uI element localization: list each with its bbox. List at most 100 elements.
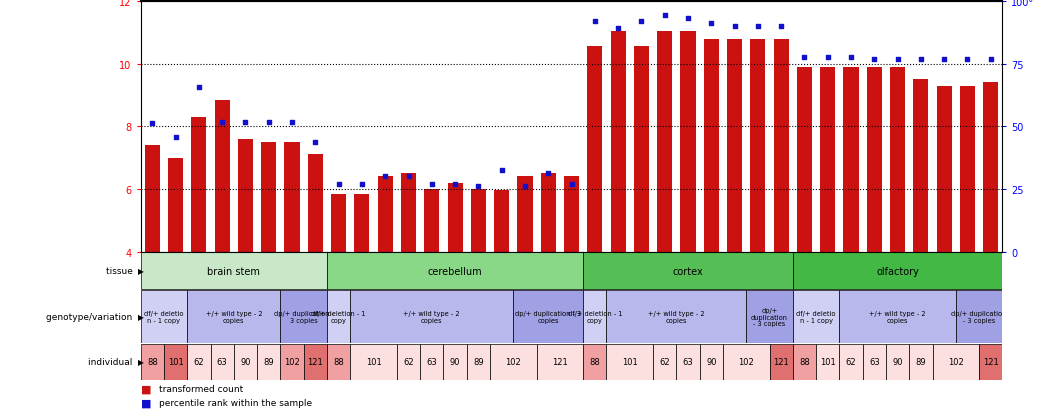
Bar [867,68,882,252]
FancyBboxPatch shape [584,290,606,343]
Text: +/+ wild type - 2
copies: +/+ wild type - 2 copies [403,311,461,323]
FancyBboxPatch shape [420,344,444,380]
Text: 89: 89 [473,357,483,366]
Point [796,55,813,62]
Point [307,139,324,146]
Point [703,21,720,27]
Point [493,167,510,174]
Point [610,25,626,32]
FancyBboxPatch shape [257,344,280,380]
Bar [960,86,975,252]
Bar [192,118,206,252]
FancyBboxPatch shape [397,344,420,380]
Point [283,119,300,126]
FancyBboxPatch shape [746,290,793,343]
Text: 101: 101 [820,357,836,366]
Text: 62: 62 [194,357,204,366]
Text: 88: 88 [333,357,344,366]
FancyBboxPatch shape [793,252,1002,290]
Point [959,57,975,63]
Bar [447,183,463,252]
Text: ▶: ▶ [138,357,144,366]
Bar [611,32,625,252]
Text: dp/+ duplication - 3
copies: dp/+ duplication - 3 copies [515,311,581,323]
Bar [588,47,602,252]
Text: 101: 101 [366,357,381,366]
FancyBboxPatch shape [444,344,467,380]
Text: 63: 63 [869,357,879,366]
Point [843,55,860,62]
Text: dp/+
duplication
- 3 copies: dp/+ duplication - 3 copies [751,307,788,326]
FancyBboxPatch shape [793,290,840,343]
FancyBboxPatch shape [141,290,188,343]
Point [377,173,394,180]
FancyBboxPatch shape [490,344,537,380]
Text: 62: 62 [846,357,857,366]
Bar [471,190,486,252]
Bar [307,155,323,252]
FancyBboxPatch shape [327,290,350,343]
Text: +/+ wild type - 2
copies: +/+ wild type - 2 copies [869,311,926,323]
FancyBboxPatch shape [699,344,723,380]
Bar [658,32,672,252]
Text: +/+ wild type - 2
copies: +/+ wild type - 2 copies [205,311,263,323]
Bar [843,68,859,252]
FancyBboxPatch shape [327,252,584,290]
Point [936,57,952,63]
FancyBboxPatch shape [956,290,1002,343]
FancyBboxPatch shape [350,290,514,343]
Text: brain stem: brain stem [207,266,260,276]
Bar [494,191,510,252]
Point [517,183,534,190]
FancyBboxPatch shape [584,344,606,380]
FancyBboxPatch shape [233,344,257,380]
Bar [518,177,532,252]
FancyBboxPatch shape [327,344,350,380]
Bar [541,174,555,252]
Text: 101: 101 [622,357,638,366]
Text: 89: 89 [916,357,926,366]
Point [540,171,556,177]
Text: ■: ■ [141,384,151,394]
Bar [168,158,183,252]
Point [889,57,905,63]
FancyBboxPatch shape [863,344,886,380]
Point [656,13,673,19]
Text: transformed count: transformed count [159,384,244,393]
Bar [424,190,440,252]
Text: 102: 102 [505,357,521,366]
Bar [634,47,649,252]
Point [563,181,579,188]
FancyBboxPatch shape [210,344,233,380]
Text: 101: 101 [168,357,183,366]
FancyBboxPatch shape [537,344,584,380]
Text: 121: 121 [773,357,789,366]
Text: 102: 102 [948,357,964,366]
Text: 89: 89 [264,357,274,366]
FancyBboxPatch shape [606,290,746,343]
Bar [914,80,928,252]
Point [168,135,184,141]
FancyBboxPatch shape [350,344,397,380]
Text: 88: 88 [799,357,810,366]
Point [400,173,417,180]
Text: olfactory: olfactory [876,266,919,276]
Bar [354,194,370,252]
Point [726,24,743,31]
Text: +/+ wild type - 2
copies: +/+ wild type - 2 copies [648,311,704,323]
Text: 102: 102 [739,357,754,366]
FancyBboxPatch shape [816,344,840,380]
FancyBboxPatch shape [514,290,584,343]
Bar [145,146,159,252]
Point [423,181,440,188]
Text: individual: individual [89,357,135,366]
Text: 90: 90 [241,357,251,366]
Text: 63: 63 [426,357,438,366]
Bar [820,68,836,252]
FancyBboxPatch shape [676,344,699,380]
Point [447,181,464,188]
Text: dp/+ duplication -
3 copies: dp/+ duplication - 3 copies [274,311,333,323]
Text: 63: 63 [683,357,693,366]
Bar [937,86,951,252]
Text: percentile rank within the sample: percentile rank within the sample [159,398,313,407]
